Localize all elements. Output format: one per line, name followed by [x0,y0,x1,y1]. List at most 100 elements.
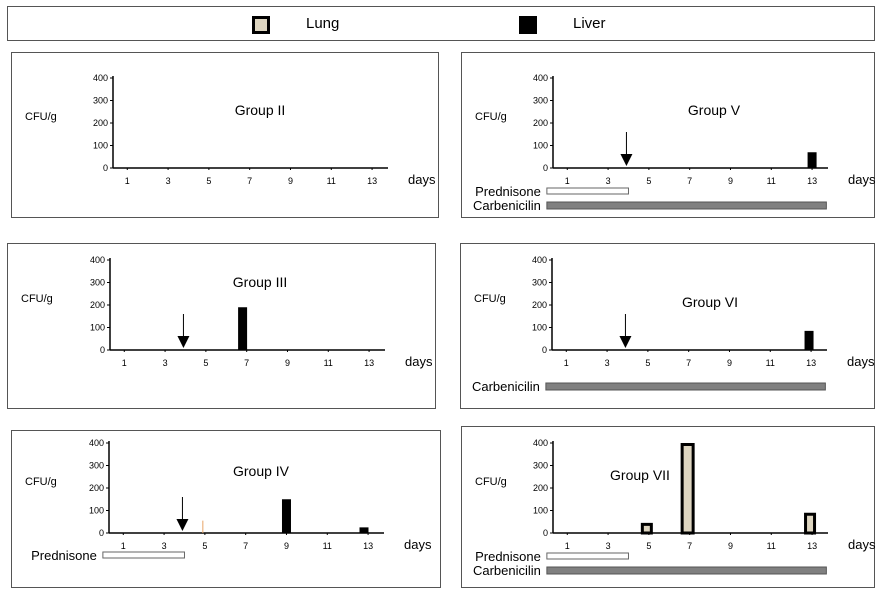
x-tick-label: 3 [162,541,167,551]
x-tick-label: 7 [687,176,692,186]
x-tick-label: 9 [288,176,293,186]
x-tick-label: 3 [166,176,171,186]
x-tick-label: 9 [728,541,733,551]
y-tick-label: 400 [89,438,104,448]
x-axis-unit: days [405,354,433,369]
panel-title: Group IV [233,463,290,479]
y-tick-label: 0 [542,345,547,355]
x-tick-label: 5 [646,176,651,186]
y-tick-label: 400 [90,255,105,265]
y-tick-label: 100 [532,323,547,333]
x-tick-label: 1 [122,358,127,368]
x-tick-label: 13 [807,176,817,186]
x-tick-label: 13 [364,358,374,368]
carbenicilin-bar [545,382,826,391]
x-tick-label: 1 [125,176,130,186]
x-tick-label: 13 [807,541,817,551]
x-tick-label: 1 [564,358,569,368]
liver-legend-swatch [519,16,537,34]
y-tick-label: 300 [93,96,108,106]
y-tick-label: 400 [533,73,548,83]
panel-title: Group VI [682,294,738,310]
y-tick-label: 200 [532,300,547,310]
x-tick-label: 1 [565,176,570,186]
y-tick-label: 200 [533,483,548,493]
x-tick-label: 7 [687,541,692,551]
bar-lung [680,443,695,535]
bar-lung [804,512,817,535]
y-axis-label: CFU/g [25,476,57,488]
x-tick-label: 9 [728,176,733,186]
x-tick-label: 13 [806,358,816,368]
panel-group-iv: 0 100 200 300 400 1 3 5 7 9 11 13 CFU/g days Group IV P… [11,430,441,588]
x-axis-unit: days [848,172,876,187]
y-tick-label: 100 [533,141,548,151]
bar-liver [804,330,814,350]
panel-group-vii: 0 100 200 300 400 1 3 5 7 9 11 13 CFU/g days Group VII… [461,426,876,588]
x-tick-label: 13 [363,541,373,551]
treatment-label: Carbenicilin [473,563,541,578]
y-tick-label: 200 [89,483,104,493]
panel-group-v: 0 100 200 300 400 1 3 5 7 9 11 13 CFU/g days Group V Pr… [461,52,876,218]
prednisone-bar [546,552,629,560]
x-tick-label: 11 [767,176,776,186]
y-tick-label: 200 [90,300,105,310]
x-axis-unit: days [847,354,875,369]
y-tick-label: 400 [532,255,547,265]
y-tick-label: 200 [533,118,548,128]
bar-liver [359,527,369,533]
bar-liver [281,499,291,533]
x-tick-label: 5 [203,358,208,368]
y-tick-label: 300 [533,461,548,471]
y-tick-label: 400 [93,73,108,83]
bar-liver [807,152,817,168]
bar-lung [640,522,653,535]
x-axis-unit: days [848,537,876,552]
y-tick-label: 200 [93,118,108,128]
y-tick-label: 100 [89,506,104,516]
x-tick-label: 5 [206,176,211,186]
x-tick-label: 11 [327,176,336,186]
panel-title: Group VII [610,467,670,483]
x-tick-label: 11 [324,358,333,368]
panel-title: Group III [233,274,287,290]
treatment-label: Carbenicilin [472,379,540,394]
y-tick-label: 0 [100,345,105,355]
x-tick-label: 11 [323,541,332,551]
prednisone-bar [546,187,629,195]
x-tick-label: 7 [686,358,691,368]
treatment-arrow-icon [177,336,190,348]
y-axis-label: CFU/g [474,293,506,305]
y-tick-label: 300 [532,278,547,288]
panel-title: Group II [235,102,286,118]
y-tick-label: 0 [99,528,104,538]
treatment-label: Prednisone [475,549,541,564]
x-axis-unit: days [408,172,436,187]
y-tick-label: 300 [89,461,104,471]
y-axis-label: CFU/g [25,111,57,123]
x-tick-label: 7 [244,358,249,368]
x-tick-label: 3 [606,176,611,186]
panel-title: Group V [688,102,741,118]
liver-legend-label: Liver [573,15,606,32]
x-axis-unit: days [404,537,432,552]
bar-liver [238,307,248,350]
treatment-arrow-icon [176,519,189,531]
panel-group-iii: 0 100 200 300 400 1 3 5 7 9 11 13 CFU/g days Group III [7,243,436,409]
x-tick-label: 7 [243,541,248,551]
x-tick-label: 3 [163,358,168,368]
panel-group-vi: 0 100 200 300 400 1 3 5 7 9 11 13 CFU/g days Group VI C… [460,243,875,409]
x-tick-label: 5 [645,358,650,368]
y-axis-label: CFU/g [475,476,507,488]
x-tick-label: 11 [767,541,776,551]
x-tick-label: 7 [247,176,252,186]
y-tick-label: 0 [103,163,108,173]
treatment-label: Prednisone [475,184,541,199]
treatment-label: Carbenicilin [473,198,541,213]
y-tick-label: 100 [93,141,108,151]
panel-group-ii: 0 100 200 300 400 1 3 5 7 9 11 13 CFU/g days Group II [11,52,439,218]
